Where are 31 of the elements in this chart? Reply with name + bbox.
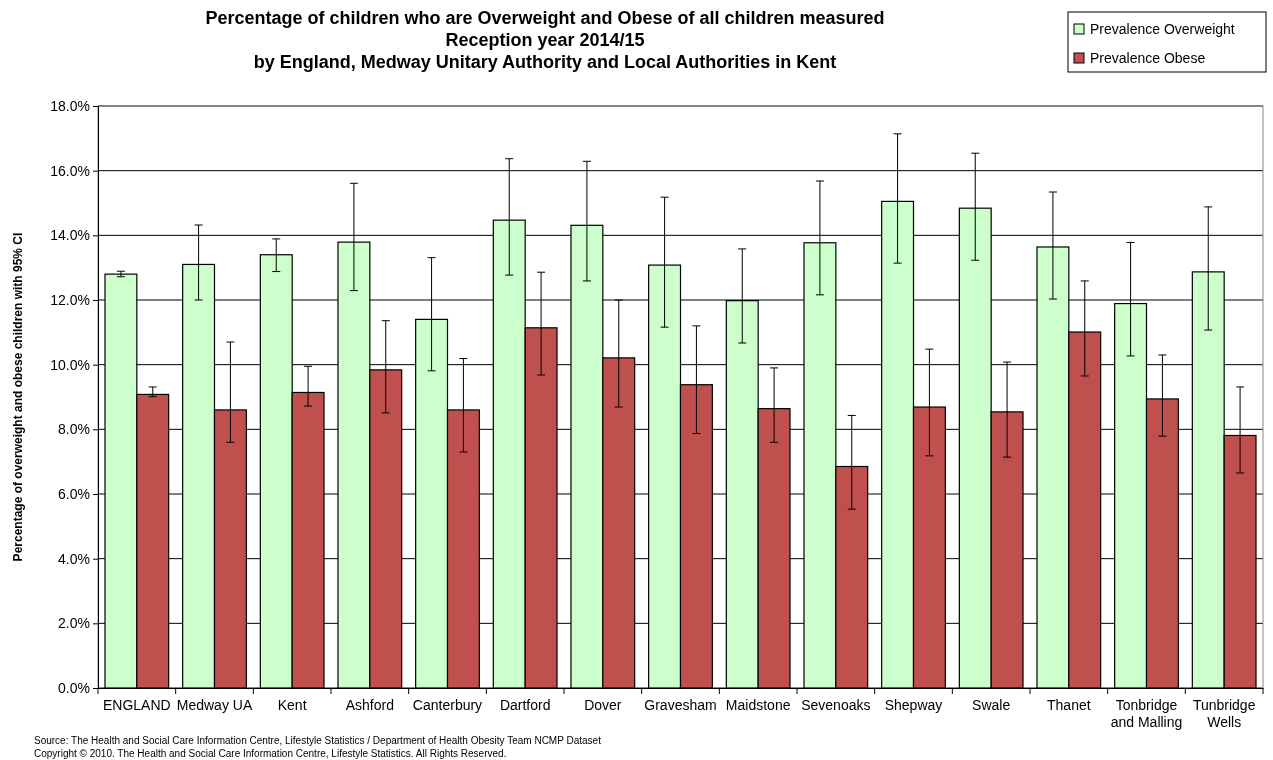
x-tick-label: Tunbridge Wells bbox=[1192, 697, 1256, 730]
x-tick-label: Dover bbox=[584, 697, 622, 713]
y-tick-label: 8.0% bbox=[58, 421, 90, 438]
x-tick-label: Swale bbox=[972, 697, 1011, 713]
x-tick-label: Thanet bbox=[1047, 697, 1091, 713]
x-tick-label: Ashford bbox=[345, 697, 394, 713]
text: Copyright © 2010. The Health and Social Care Information Centre, Lifestyle Statistics. All Rights Reserved. bbox=[34, 748, 507, 759]
y-tick-label: 2.0% bbox=[58, 615, 90, 632]
x-tick-label: Canterbury bbox=[412, 697, 483, 713]
x-tick-label: Sevenoaks bbox=[801, 697, 871, 713]
legend-label: Prevalence Overweight bbox=[1090, 21, 1235, 37]
y-axis-title: Percentage of overweight and obese children with 95% CI bbox=[11, 232, 25, 562]
x-tick-label: Shepway bbox=[884, 697, 943, 713]
x-tick-label: Tonbridge and Malling bbox=[1110, 697, 1183, 730]
x-tick-label: Medway UA bbox=[176, 697, 253, 713]
y-tick-label: 10.0% bbox=[50, 356, 90, 373]
y-tick-label: 12.0% bbox=[50, 291, 90, 308]
legend-label: Prevalence Obese bbox=[1090, 50, 1206, 66]
x-tick-label: Kent bbox=[277, 697, 307, 713]
y-tick-label: 0.0% bbox=[58, 679, 90, 696]
x-tick-label: ENGLAND bbox=[102, 697, 171, 713]
y-tick-label: 6.0% bbox=[58, 485, 90, 502]
chart-title: Percentage of children who are Overweight and Obese of all children measured Reception year 2014/15 by England, Medway Unitary Authority and Local Authorities in Kent bbox=[205, 8, 885, 72]
x-tick-label: Maidstone bbox=[725, 697, 791, 713]
y-tick-label: 14.0% bbox=[50, 227, 90, 244]
x-tick-label: Dartford bbox=[499, 697, 551, 713]
y-tick-label: 18.0% bbox=[50, 97, 90, 114]
source-note: Source: The Health and Social Care Information Centre, Lifestyle Statistics / Department of Health Obesity Team NCMP Dataset bbox=[34, 735, 602, 746]
y-tick-label: 16.0% bbox=[50, 162, 90, 179]
x-tick-label: Gravesham bbox=[644, 697, 717, 713]
y-tick-label: 4.0% bbox=[58, 550, 90, 567]
